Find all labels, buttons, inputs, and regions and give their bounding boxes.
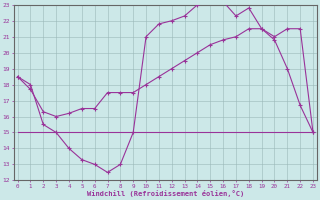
- X-axis label: Windchill (Refroidissement éolien,°C): Windchill (Refroidissement éolien,°C): [87, 190, 244, 197]
